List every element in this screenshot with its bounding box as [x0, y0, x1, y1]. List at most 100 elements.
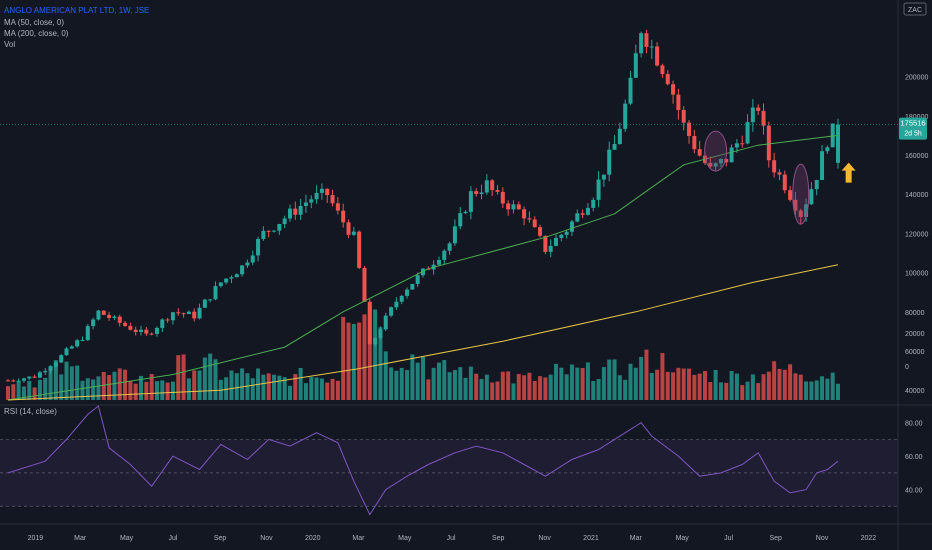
candle-body: [240, 265, 245, 275]
volume-bar: [314, 377, 319, 400]
volume-bar: [59, 374, 64, 400]
volume-bar: [708, 381, 713, 400]
volume-bar: [149, 373, 154, 400]
volume-bar: [53, 360, 58, 400]
time-tick: Jul: [447, 535, 456, 542]
volume-bar: [192, 370, 197, 400]
volume-bar: [229, 370, 234, 400]
candle-body: [43, 370, 48, 373]
candle-body: [277, 224, 282, 231]
volume-bar: [224, 377, 229, 400]
volume-bar: [421, 356, 425, 400]
candle-body: [564, 231, 569, 235]
volume-bar: [745, 381, 750, 400]
candle-body: [298, 205, 303, 215]
candle-body: [6, 380, 10, 382]
candle-body: [442, 250, 447, 260]
rsi-series: [7, 405, 839, 516]
candle-body: [559, 234, 564, 238]
candle-body: [37, 372, 42, 378]
candle-body: [410, 283, 415, 290]
volume-bar: [405, 370, 410, 400]
ma50-legend[interactable]: MA (50, close, 0): [4, 18, 64, 27]
candle-body: [740, 143, 745, 145]
volume-bar: [139, 375, 144, 400]
volume-bar: [123, 369, 128, 400]
volume-bar: [80, 380, 85, 400]
price-tick: 200000: [905, 75, 928, 82]
candle-body: [644, 33, 649, 47]
volume-bar: [761, 374, 766, 400]
candle-body: [681, 109, 686, 123]
candle-body: [660, 65, 665, 74]
currency-badge[interactable]: [903, 2, 927, 16]
candle-body: [745, 122, 750, 144]
candle-body: [734, 143, 739, 148]
rsi-legend[interactable]: RSI (14, close): [4, 407, 57, 416]
price-tick: 40000: [905, 388, 925, 395]
last-price-badge-bg: [899, 117, 927, 140]
volume-bar: [43, 377, 48, 400]
vol-legend[interactable]: Vol: [4, 40, 15, 49]
candle-body: [516, 204, 521, 210]
rsi-band: [0, 439, 898, 507]
candle-body: [511, 204, 516, 210]
bar-countdown: 2d 5h: [904, 131, 922, 138]
price-tick: 160000: [905, 153, 928, 160]
volume-bar: [282, 377, 287, 400]
volume-bar: [798, 374, 803, 400]
candle-body: [165, 319, 170, 321]
ma200-legend[interactable]: MA (200, close, 0): [4, 29, 69, 38]
volume-bar: [107, 375, 112, 400]
volume-bar: [495, 381, 500, 400]
volume-bar: [415, 362, 420, 400]
candle-body: [538, 227, 543, 236]
volume-bar: [208, 353, 213, 400]
volume-bar: [655, 369, 660, 400]
volume-bar: [809, 381, 814, 400]
candle-body: [692, 135, 697, 150]
volume-bar: [532, 380, 537, 400]
candle-body: [639, 33, 644, 54]
candle-body: [53, 362, 58, 367]
candle-body: [272, 230, 277, 232]
candle-body: [149, 333, 154, 335]
volume-bar: [628, 363, 633, 400]
candle-body: [394, 301, 399, 308]
candle-body: [830, 123, 835, 148]
time-tick: Sep: [492, 535, 505, 542]
candle-body: [64, 348, 69, 356]
volume-bar: [272, 374, 277, 400]
candle-body: [697, 149, 702, 156]
candle-body: [229, 277, 234, 279]
candle-body: [256, 239, 261, 256]
candle-body: [27, 376, 32, 379]
candle-body: [325, 188, 330, 196]
currency-label: ZAC: [908, 7, 922, 14]
candle-body: [798, 210, 803, 218]
candle-body: [91, 319, 96, 327]
volume-bar: [697, 373, 702, 400]
volume-bar: [21, 386, 26, 400]
candle-body: [213, 286, 218, 300]
last-price-badge[interactable]: 175516 2d 5h: [899, 117, 927, 140]
volume-bar: [687, 368, 692, 400]
candle-body: [330, 195, 335, 204]
candle-body: [617, 128, 622, 145]
volume-bar: [804, 381, 809, 400]
volume-bar: [367, 305, 372, 400]
candle-body: [367, 301, 372, 345]
candle-body: [234, 274, 239, 278]
candle-body: [11, 380, 16, 382]
candle-body: [335, 203, 340, 211]
candle-body: [569, 221, 574, 232]
candle-body: [649, 46, 654, 48]
volume-bar: [383, 351, 388, 400]
volume-bar: [458, 367, 463, 400]
symbol-title[interactable]: ANGLO AMERICAN PLAT LTD, 1W, JSE: [4, 6, 149, 15]
time-tick: Mar: [352, 535, 365, 542]
highlight-ellipse: [792, 163, 810, 225]
volume-bar: [681, 368, 686, 400]
candle-body: [160, 319, 165, 328]
